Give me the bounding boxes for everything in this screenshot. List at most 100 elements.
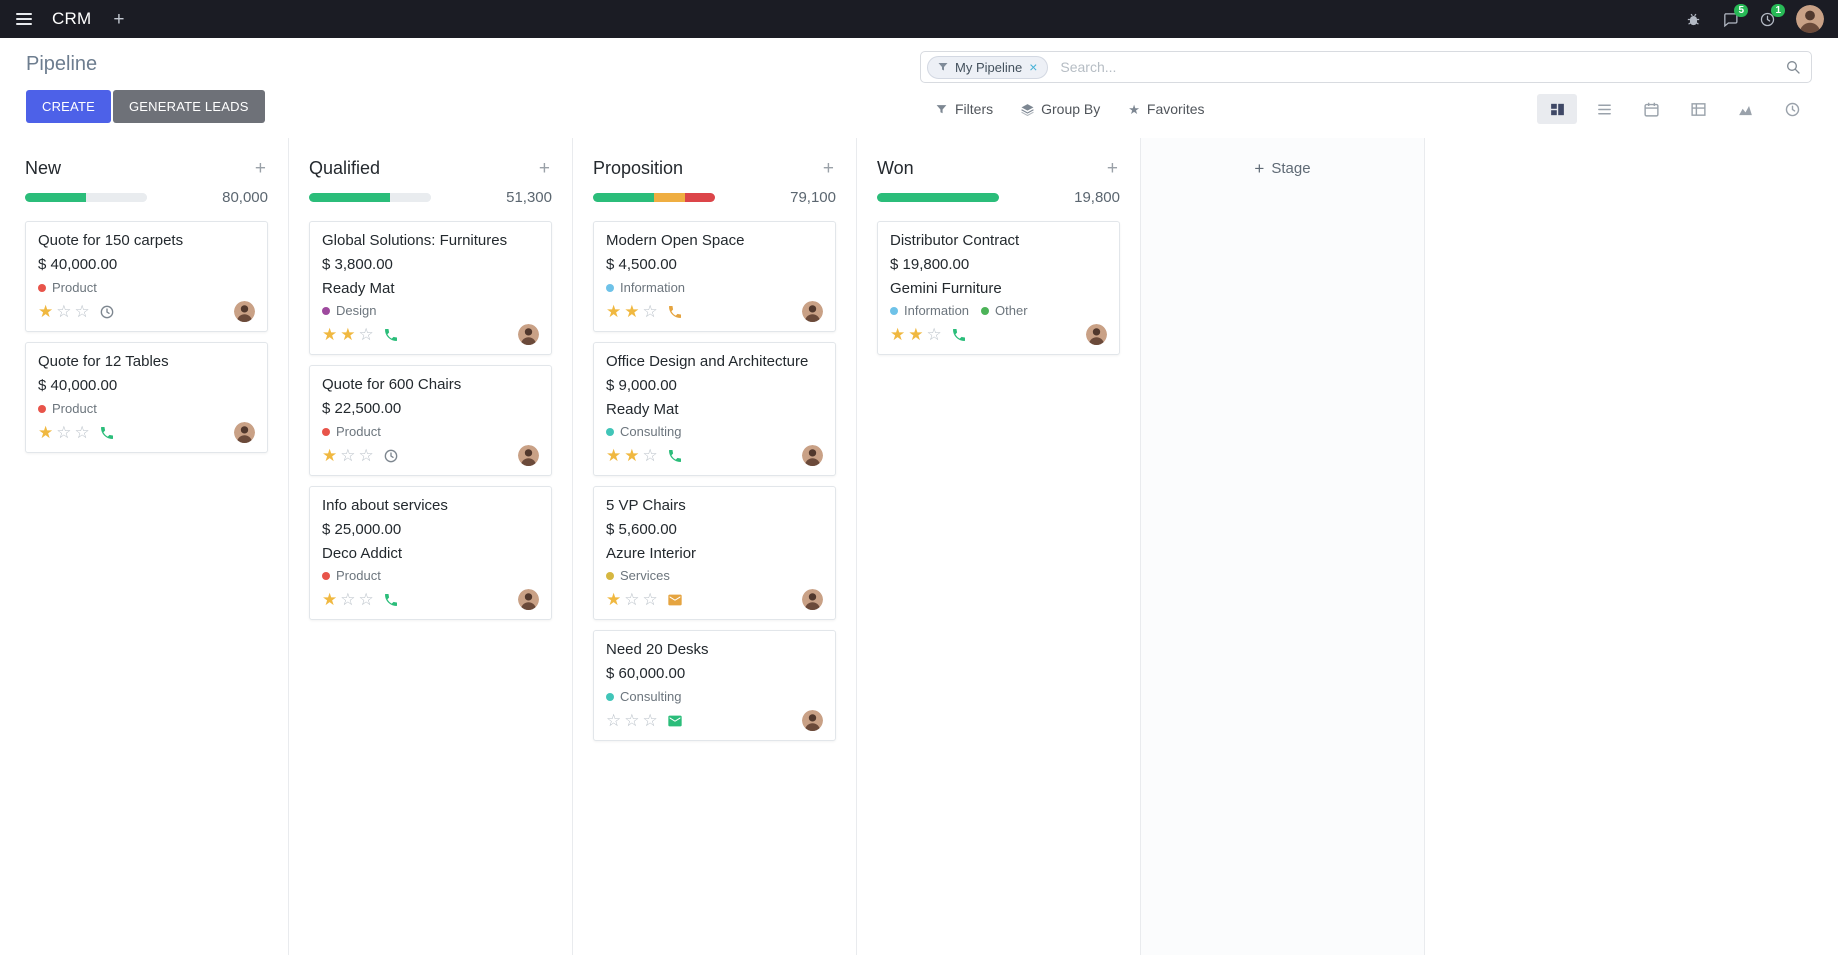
star-icon[interactable]: ★	[38, 423, 54, 442]
envelope-icon[interactable]	[667, 713, 683, 729]
group-by-menu[interactable]: Group By	[1021, 101, 1100, 117]
generate-leads-button[interactable]: GENERATE LEADS	[112, 90, 265, 123]
stage-progressbar[interactable]	[593, 193, 715, 202]
phone-icon[interactable]	[667, 448, 683, 464]
card-list: Distributor Contract $ 19,800.00 Gemini …	[877, 221, 1120, 355]
star-icon[interactable]: ☆	[642, 711, 658, 730]
phone-icon[interactable]	[667, 304, 683, 320]
tag-label: Information	[904, 303, 970, 318]
clock-icon[interactable]	[383, 448, 399, 464]
star-icon[interactable]: ☆	[624, 590, 640, 609]
add-stage-column[interactable]: + Stage	[1141, 138, 1425, 955]
user-avatar[interactable]	[1796, 5, 1824, 33]
progress-segment[interactable]	[390, 193, 431, 202]
phone-icon[interactable]	[99, 425, 115, 441]
kanban-view-button[interactable]	[1537, 94, 1577, 124]
kanban-card[interactable]: Quote for 12 Tables $ 40,000.00 Product …	[25, 342, 268, 453]
progress-segment[interactable]	[25, 193, 86, 202]
star-icon[interactable]: ★	[322, 446, 338, 465]
pivot-view-button[interactable]	[1678, 94, 1718, 124]
graph-view-button[interactable]	[1725, 94, 1765, 124]
star-icon[interactable]: ☆	[358, 325, 374, 344]
star-icon[interactable]: ★	[38, 302, 54, 321]
star-icon[interactable]: ☆	[358, 590, 374, 609]
search-bar[interactable]: My Pipeline ×	[920, 51, 1812, 83]
star-icon[interactable]: ☆	[74, 423, 90, 442]
stage-progressbar[interactable]	[309, 193, 431, 202]
column-header: Won +	[877, 158, 1120, 179]
facet-remove-icon[interactable]: ×	[1029, 59, 1038, 75]
apps-menu-icon[interactable]	[14, 9, 34, 29]
quick-add-icon[interactable]: +	[1106, 158, 1118, 179]
star-icon[interactable]: ☆	[56, 423, 72, 442]
progress-segment[interactable]	[86, 193, 147, 202]
star-icon[interactable]: ☆	[56, 302, 72, 321]
progress-segment[interactable]	[877, 193, 999, 202]
star-icon[interactable]: ★	[908, 325, 924, 344]
app-name[interactable]: CRM	[52, 9, 92, 28]
phone-icon[interactable]	[383, 592, 399, 608]
quick-add-icon[interactable]: +	[822, 158, 834, 179]
star-icon[interactable]: ☆	[642, 302, 658, 321]
create-button[interactable]: CREATE	[26, 90, 111, 123]
kanban-card[interactable]: Need 20 Desks $ 60,000.00 Consulting ☆ ☆ ☆	[593, 630, 836, 741]
star-icon[interactable]: ☆	[642, 590, 658, 609]
star-icon[interactable]: ☆	[642, 446, 658, 465]
kanban-card[interactable]: Quote for 600 Chairs $ 22,500.00 Product…	[309, 365, 552, 476]
star-icon[interactable]: ☆	[624, 711, 640, 730]
progress-segment[interactable]	[684, 193, 715, 202]
filters-menu[interactable]: Filters	[935, 101, 993, 117]
activities-icon[interactable]: 1	[1759, 3, 1785, 28]
star-icon[interactable]: ☆	[606, 711, 622, 730]
tag-label: Product	[336, 424, 381, 439]
kanban-card[interactable]: Distributor Contract $ 19,800.00 Gemini …	[877, 221, 1120, 355]
star-icon[interactable]: ★	[322, 590, 338, 609]
kanban-column: Proposition + 79,100 Modern Open Space $…	[573, 138, 857, 955]
clock-icon[interactable]	[99, 304, 115, 320]
add-stage-button[interactable]: + Stage	[1141, 160, 1424, 177]
stage-name: Qualified	[309, 158, 381, 178]
star-icon[interactable]: ☆	[340, 446, 356, 465]
tag-label: Consulting	[620, 424, 682, 439]
progress-segment[interactable]	[654, 193, 685, 202]
stage-progressbar[interactable]	[877, 193, 999, 202]
search-facet[interactable]: My Pipeline ×	[927, 55, 1049, 79]
search-input[interactable]	[1058, 58, 1785, 76]
star-icon[interactable]: ☆	[358, 446, 374, 465]
list-view-button[interactable]	[1584, 94, 1624, 124]
star-icon[interactable]: ★	[322, 325, 338, 344]
star-icon[interactable]: ★	[606, 446, 622, 465]
star-icon[interactable]: ☆	[340, 590, 356, 609]
progress-segment[interactable]	[593, 193, 654, 202]
plus-icon[interactable]: +	[113, 8, 125, 30]
messages-icon[interactable]: 5	[1722, 3, 1748, 28]
star-icon[interactable]: ☆	[926, 325, 942, 344]
card-tags: Information Other	[890, 303, 1107, 318]
favorites-menu[interactable]: ★ Favorites	[1128, 101, 1204, 117]
kanban-card[interactable]: Info about services $ 25,000.00 Deco Add…	[309, 486, 552, 620]
tag: Consulting	[606, 689, 681, 704]
quick-add-icon[interactable]: +	[254, 158, 266, 179]
star-icon[interactable]: ★	[606, 590, 622, 609]
stage-progressbar[interactable]	[25, 193, 147, 202]
star-icon[interactable]: ★	[606, 302, 622, 321]
envelope-icon[interactable]	[667, 592, 683, 608]
star-icon[interactable]: ☆	[74, 302, 90, 321]
activity-view-button[interactable]	[1772, 94, 1812, 124]
kanban-card[interactable]: Global Solutions: Furnitures $ 3,800.00 …	[309, 221, 552, 355]
star-icon[interactable]: ★	[624, 302, 640, 321]
star-icon[interactable]: ★	[624, 446, 640, 465]
phone-icon[interactable]	[383, 327, 399, 343]
search-icon[interactable]	[1785, 59, 1801, 75]
star-icon[interactable]: ★	[890, 325, 906, 344]
phone-icon[interactable]	[951, 327, 967, 343]
kanban-card[interactable]: 5 VP Chairs $ 5,600.00 Azure Interior Se…	[593, 486, 836, 620]
kanban-card[interactable]: Office Design and Architecture $ 9,000.0…	[593, 342, 836, 476]
calendar-view-button[interactable]	[1631, 94, 1671, 124]
star-icon[interactable]: ★	[340, 325, 356, 344]
bug-icon[interactable]	[1685, 11, 1702, 28]
kanban-card[interactable]: Modern Open Space $ 4,500.00 Information…	[593, 221, 836, 332]
progress-segment[interactable]	[309, 193, 391, 202]
kanban-card[interactable]: Quote for 150 carpets $ 40,000.00 Produc…	[25, 221, 268, 332]
quick-add-icon[interactable]: +	[538, 158, 550, 179]
